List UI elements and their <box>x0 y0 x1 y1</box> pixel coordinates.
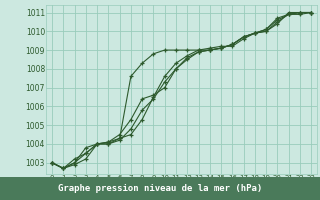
Text: Graphe pression niveau de la mer (hPa): Graphe pression niveau de la mer (hPa) <box>58 184 262 193</box>
